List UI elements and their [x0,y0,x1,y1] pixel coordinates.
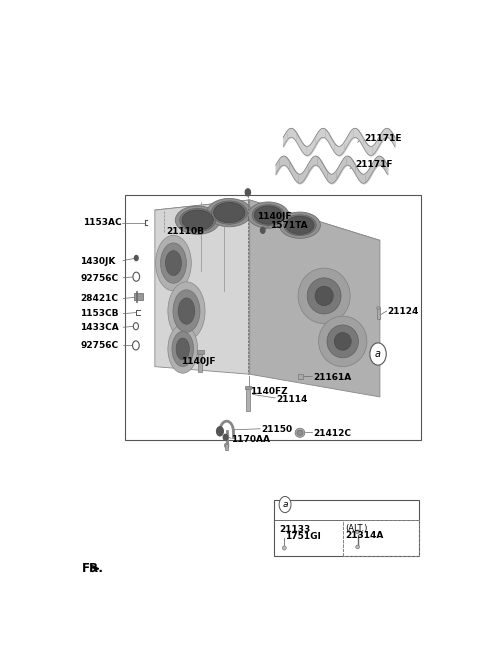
Text: 28421C: 28421C [81,294,119,303]
Text: FR.: FR. [83,562,104,575]
Circle shape [216,427,223,436]
Text: 1153CB: 1153CB [81,309,119,318]
Text: 21150: 21150 [261,425,292,434]
Bar [134,293,143,300]
Ellipse shape [225,443,229,448]
Ellipse shape [307,278,341,314]
Polygon shape [155,200,380,253]
Ellipse shape [180,209,216,232]
Text: (ALT.): (ALT.) [346,523,368,533]
Text: 1153AC: 1153AC [83,218,121,227]
Circle shape [280,527,288,539]
Ellipse shape [175,206,220,234]
Text: 21412C: 21412C [313,429,351,438]
Bar [298,374,302,379]
Ellipse shape [286,216,314,234]
Text: 1140FZ: 1140FZ [250,388,288,396]
Text: 21110B: 21110B [166,227,204,236]
Circle shape [132,341,139,350]
Bar [274,501,419,556]
Ellipse shape [297,430,303,436]
Circle shape [261,227,265,234]
Text: a: a [282,500,288,509]
Ellipse shape [248,202,289,228]
Text: 1430JK: 1430JK [81,257,116,266]
Ellipse shape [211,201,247,224]
Text: a: a [375,349,381,359]
Text: 21114: 21114 [276,395,307,404]
Text: 92756C: 92756C [81,341,119,350]
Ellipse shape [334,333,351,350]
Bar [244,386,251,390]
Ellipse shape [298,268,350,323]
Text: 1751GI: 1751GI [285,532,321,541]
Ellipse shape [168,325,198,373]
Text: 1170AA: 1170AA [231,436,270,444]
Ellipse shape [168,282,205,340]
Polygon shape [155,200,250,374]
Ellipse shape [173,290,200,333]
Polygon shape [250,200,380,397]
Ellipse shape [279,212,321,238]
Bar [377,308,380,319]
Text: 92756C: 92756C [81,274,119,283]
Bar [198,352,203,372]
Circle shape [279,497,291,512]
Circle shape [223,434,228,440]
Bar [196,350,204,354]
Ellipse shape [176,338,190,360]
Circle shape [245,189,251,196]
Circle shape [370,343,386,365]
Circle shape [133,272,140,281]
Text: 21171F: 21171F [356,160,393,169]
Ellipse shape [282,546,286,550]
Circle shape [283,531,286,535]
Text: 21314A: 21314A [346,531,384,540]
Circle shape [134,255,138,260]
Text: 1140JF: 1140JF [181,357,216,366]
Text: 1433CA: 1433CA [81,323,119,332]
Ellipse shape [284,215,316,236]
Ellipse shape [156,236,192,291]
Ellipse shape [166,251,181,276]
Ellipse shape [252,205,285,226]
Text: 1571TA: 1571TA [270,220,308,230]
Bar [135,291,137,302]
Text: 21124: 21124 [387,306,419,316]
Ellipse shape [315,286,333,306]
Ellipse shape [319,316,367,367]
Ellipse shape [178,298,195,324]
Ellipse shape [356,530,360,533]
Ellipse shape [160,243,186,283]
Ellipse shape [254,206,282,224]
Ellipse shape [172,331,193,367]
Circle shape [133,323,139,330]
Ellipse shape [214,203,245,222]
Bar [125,195,421,440]
Bar [225,444,228,451]
Ellipse shape [295,428,305,438]
Ellipse shape [356,545,360,548]
Ellipse shape [377,307,380,310]
Ellipse shape [207,198,252,227]
Ellipse shape [327,325,359,358]
Text: 1140JF: 1140JF [257,212,292,220]
Text: 21133: 21133 [279,525,311,534]
Ellipse shape [182,210,213,230]
Text: 21171E: 21171E [364,134,402,143]
Text: 21161A: 21161A [313,373,351,382]
Bar [246,387,250,411]
